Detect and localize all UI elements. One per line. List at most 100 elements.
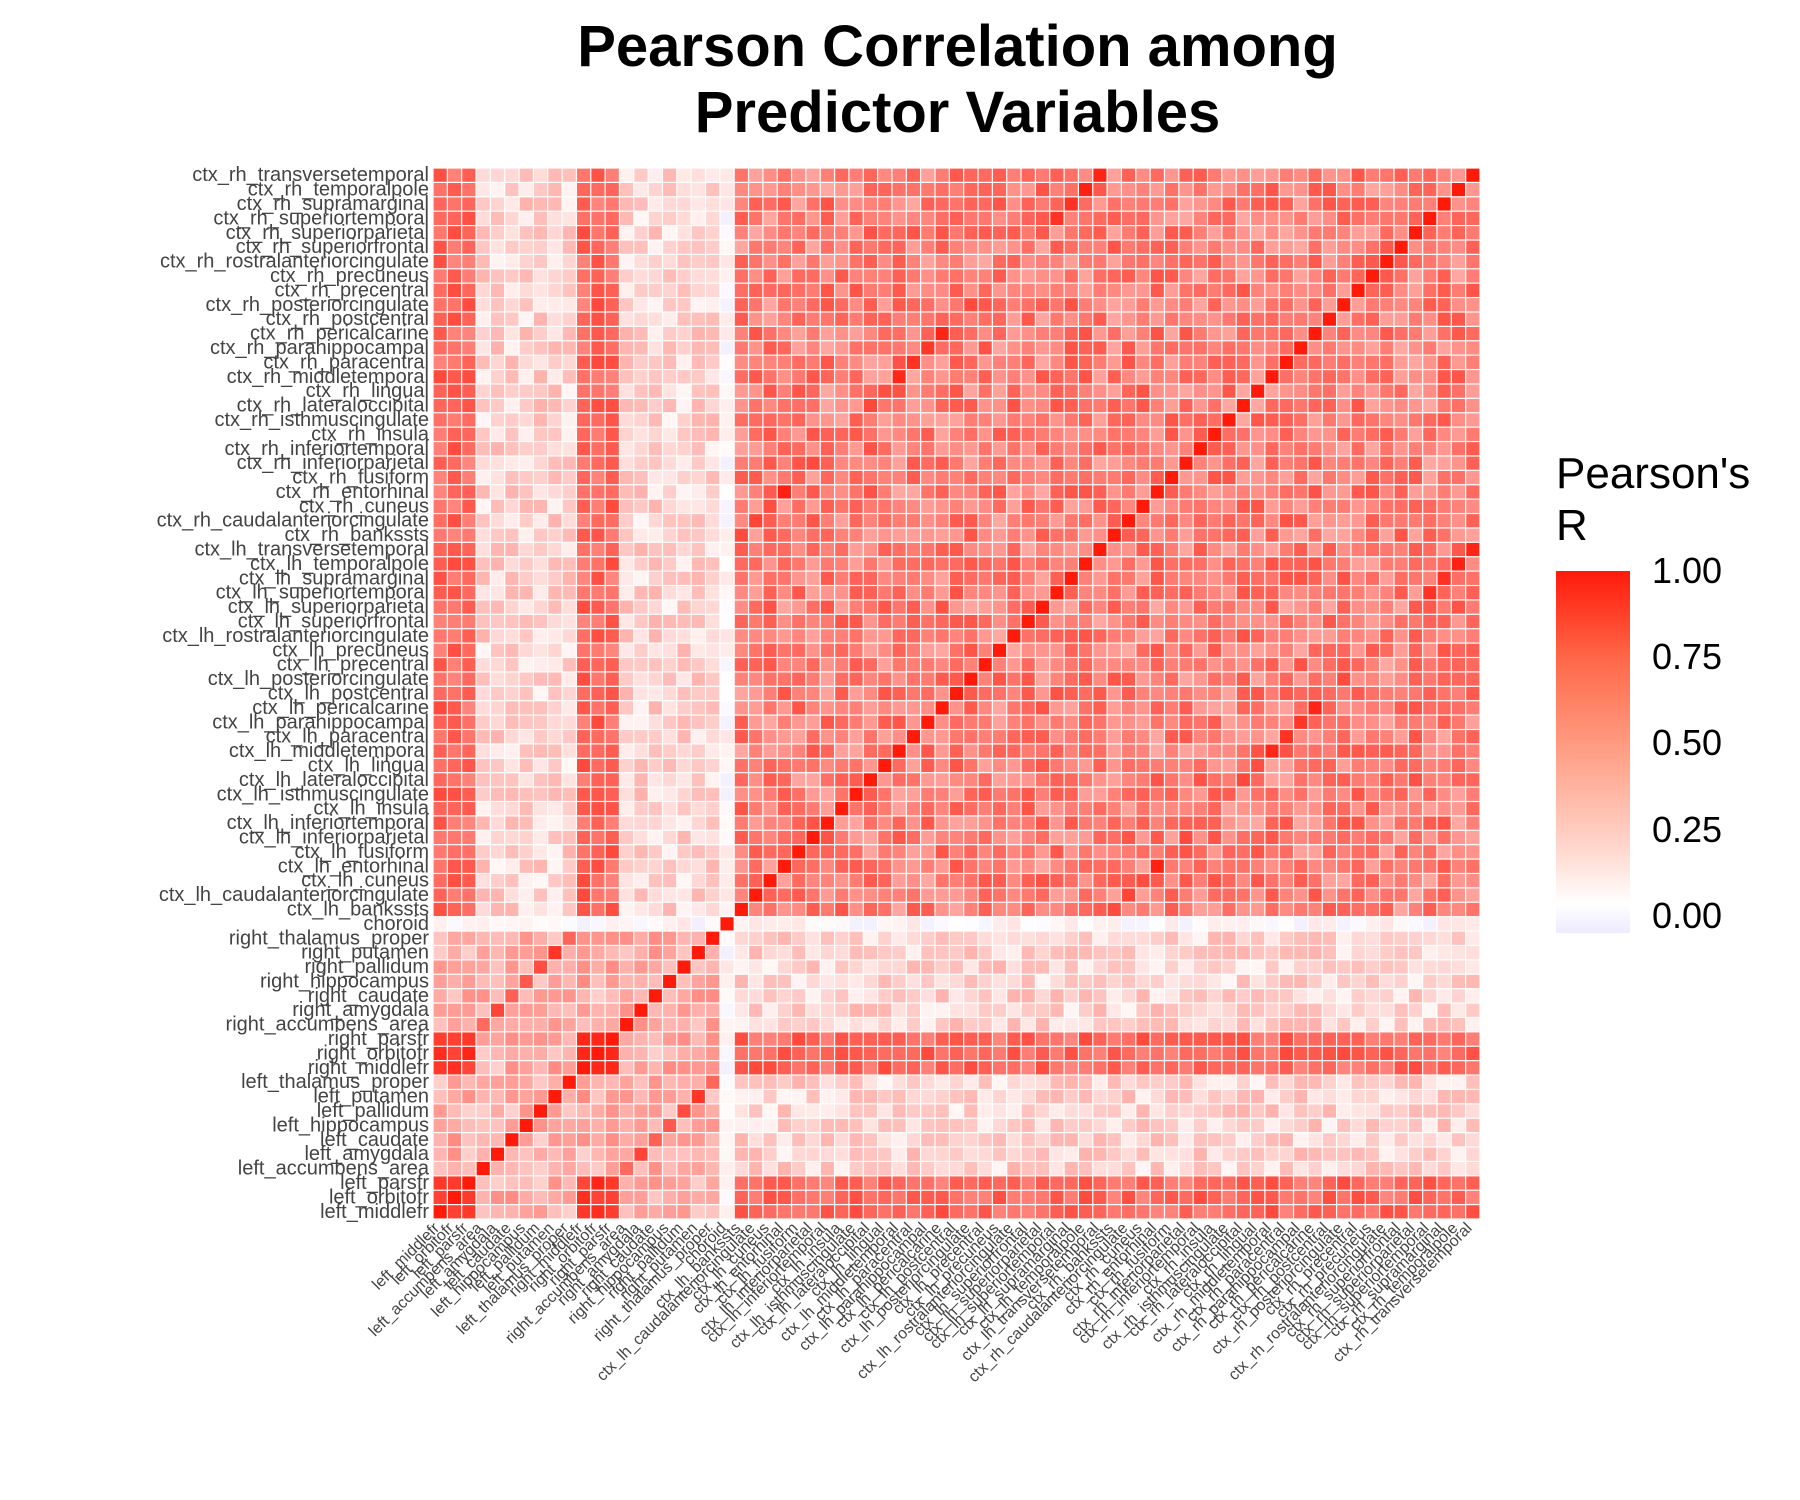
heatmap-cell <box>1222 499 1236 513</box>
heatmap-cell <box>663 744 677 758</box>
heatmap-cell <box>964 211 978 225</box>
heatmap-cell <box>548 859 562 873</box>
heatmap-cell <box>777 802 791 816</box>
heatmap-cell <box>663 917 677 931</box>
heatmap-cell <box>663 1032 677 1046</box>
heatmap-cell <box>548 514 562 528</box>
heatmap-cell <box>548 528 562 542</box>
heatmap-cell <box>863 629 878 643</box>
heatmap-cell <box>1308 974 1322 989</box>
heatmap-cell <box>1294 470 1308 485</box>
heatmap-cell <box>519 1018 533 1032</box>
heatmap-cell <box>734 1190 748 1205</box>
heatmap-cell <box>849 326 863 341</box>
heatmap-cell <box>1380 931 1394 945</box>
heatmap-cell <box>1236 1075 1250 1089</box>
heatmap-cell <box>1337 1147 1351 1161</box>
heatmap-cell <box>490 312 505 326</box>
heatmap-cell <box>1079 1162 1093 1176</box>
heatmap-cell <box>1179 1190 1193 1205</box>
heatmap-cell <box>863 931 878 945</box>
heatmap-cell <box>992 1147 1007 1161</box>
heatmap-cell <box>949 413 964 427</box>
heatmap-cell <box>620 1046 634 1061</box>
heatmap-cell <box>1064 830 1078 845</box>
heatmap-cell <box>1222 571 1236 585</box>
heatmap-cell <box>1122 672 1136 686</box>
heatmap-cell <box>892 643 906 657</box>
heatmap-cell <box>548 730 562 744</box>
heatmap-cell <box>792 658 806 672</box>
heatmap-cell <box>1136 614 1150 629</box>
heatmap-cell <box>1294 658 1308 672</box>
heatmap-cell <box>777 1061 791 1075</box>
heatmap-cell <box>935 398 949 413</box>
heatmap-cell <box>1122 586 1136 600</box>
heatmap-cell <box>863 485 878 499</box>
heatmap-cell <box>1265 874 1279 888</box>
heatmap-cell <box>476 427 490 441</box>
heatmap-cell <box>1294 830 1308 845</box>
heatmap-cell <box>620 528 634 542</box>
heatmap-cell <box>1351 758 1365 773</box>
heatmap-cell <box>490 1075 505 1089</box>
heatmap-cell <box>1050 384 1064 398</box>
heatmap-cell <box>476 384 490 398</box>
heatmap-cell <box>921 686 935 701</box>
heatmap-cell <box>677 917 691 931</box>
heatmap-cell <box>519 917 533 931</box>
heatmap-cell <box>1222 413 1236 427</box>
heatmap-cell <box>490 758 505 773</box>
heatmap-cell <box>577 701 591 715</box>
heatmap-cell <box>777 442 791 456</box>
heatmap-cell <box>921 341 935 355</box>
heatmap-cell <box>562 528 576 542</box>
heatmap-cell <box>1165 773 1179 787</box>
heatmap-cell <box>849 614 863 629</box>
heatmap-cell <box>763 226 777 240</box>
heatmap-cell <box>921 643 935 657</box>
heatmap-cell <box>749 586 763 600</box>
heatmap-cell <box>1222 974 1236 989</box>
heatmap-cell <box>691 1003 705 1017</box>
heatmap-cell <box>992 528 1007 542</box>
heatmap-cell <box>1308 514 1322 528</box>
heatmap-cell <box>992 427 1007 441</box>
heatmap-cell <box>1136 370 1150 384</box>
heatmap-cell <box>1122 989 1136 1003</box>
heatmap-cell <box>577 1061 591 1075</box>
heatmap-cell <box>863 802 878 816</box>
heatmap-cell <box>1365 773 1379 787</box>
heatmap-cell <box>577 413 591 427</box>
heatmap-cell <box>648 499 662 513</box>
heatmap-cell <box>505 499 519 513</box>
heatmap-cell <box>1265 1061 1279 1075</box>
heatmap-cell <box>433 571 447 585</box>
heatmap-cell <box>734 1133 748 1147</box>
heatmap-cell <box>1079 1118 1093 1133</box>
heatmap-cell <box>964 470 978 485</box>
heatmap-cell <box>462 226 476 240</box>
heatmap-cell <box>992 888 1007 902</box>
heatmap-cell <box>447 773 462 787</box>
heatmap-cell <box>978 917 992 931</box>
heatmap-cell <box>677 614 691 629</box>
heatmap-cell <box>964 514 978 528</box>
heatmap-cell <box>720 989 734 1003</box>
heatmap-cell <box>1064 931 1078 945</box>
heatmap-cell <box>691 1205 705 1219</box>
heatmap-cell <box>935 989 949 1003</box>
heatmap-cell <box>1208 600 1222 614</box>
heatmap-cell <box>1165 528 1179 542</box>
heatmap-cell <box>1308 355 1322 369</box>
heatmap-cell <box>1365 168 1379 182</box>
heatmap-cell <box>734 989 748 1003</box>
heatmap-cell <box>1380 701 1394 715</box>
heatmap-cell <box>519 197 533 211</box>
heatmap-cell <box>1021 1205 1035 1219</box>
heatmap-cell <box>1107 888 1121 902</box>
heatmap-cell <box>1107 168 1121 182</box>
heatmap-cell <box>878 974 892 989</box>
heatmap-cell <box>878 514 892 528</box>
heatmap-cell <box>1236 946 1250 960</box>
